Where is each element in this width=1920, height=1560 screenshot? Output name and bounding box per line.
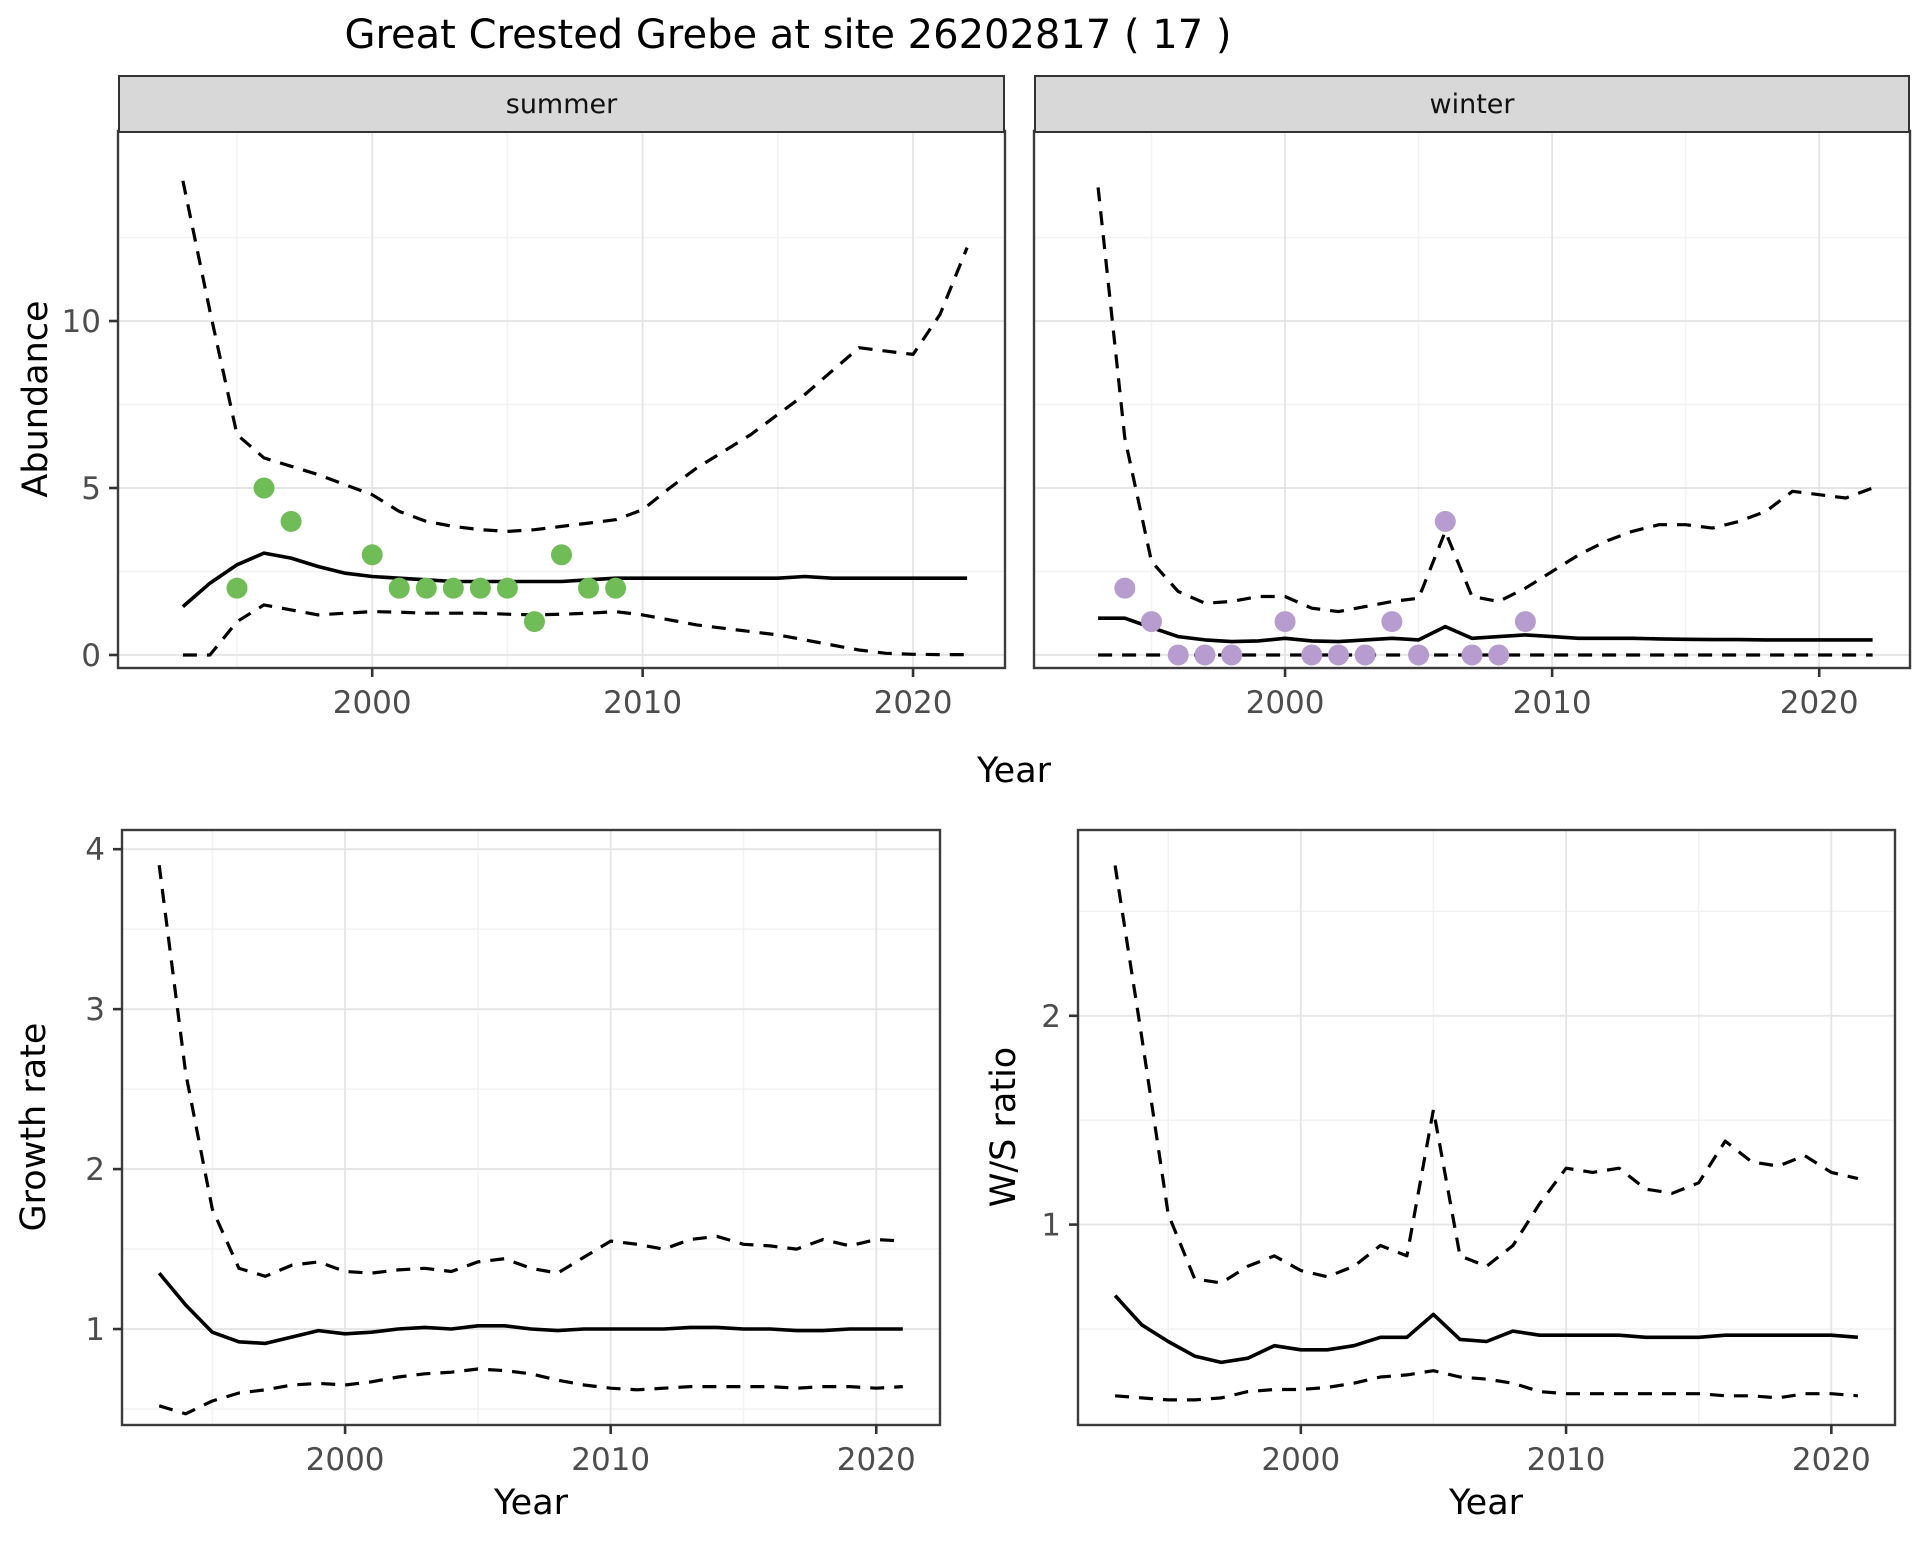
facet-strip-summer: summer	[118, 75, 1005, 133]
x-axis-title-year-bottom-right: Year	[1448, 1483, 1524, 1523]
x-axis-title-year-bottom-left: Year	[493, 1483, 569, 1523]
data-point-winter-observations	[1194, 644, 1216, 666]
data-point-winter-observations	[1301, 644, 1323, 666]
panel-ws_ratio: 2000 2010 2020 1 2	[1041, 828, 1897, 1478]
x-tick-label: 2000	[333, 685, 412, 721]
data-point-winter-observations	[1514, 611, 1536, 633]
x-tick-label: 2020	[837, 1442, 916, 1478]
y-tick-label: 10	[62, 304, 101, 340]
y-axis-title-abundance: Abundance	[16, 300, 56, 498]
y-tick-label: 5	[81, 471, 101, 507]
data-point-summer-observations	[496, 577, 518, 599]
panel-border	[120, 828, 942, 1427]
x-tick-label: 2000	[1261, 1442, 1340, 1478]
x-tick-label: 2010	[571, 1442, 650, 1478]
x-tick-label: 2010	[1527, 1442, 1606, 1478]
data-point-summer-observations	[605, 577, 627, 599]
series-line-median	[157, 1271, 903, 1346]
facet-strip-winter: winter	[1034, 75, 1910, 133]
series-line-upper_ci	[157, 864, 903, 1278]
data-point-summer-observations	[280, 510, 302, 532]
data-point-winter-observations	[1327, 644, 1349, 666]
series-line-upper_ci	[181, 180, 969, 534]
data-point-winter-observations	[1434, 510, 1456, 532]
panel-background	[1034, 131, 1910, 668]
panel-background	[118, 131, 1005, 668]
data-point-winter-observations	[1274, 611, 1296, 633]
panel-abundance_summer: 2000 2010 2020 0 5 10	[62, 129, 1007, 721]
y-tick-label: 1	[1041, 1208, 1061, 1244]
panel-growth_rate: 2000 2010 2020 1 2 3 4	[85, 828, 942, 1478]
data-point-winter-observations	[1408, 644, 1430, 666]
x-tick-label: 2020	[1792, 1442, 1871, 1478]
y-tick-label: 1	[85, 1312, 105, 1348]
data-point-summer-observations	[523, 611, 545, 633]
facet-strip-winter-label: winter	[1429, 88, 1515, 120]
panel-border	[1076, 828, 1897, 1427]
data-point-winter-observations	[1354, 644, 1376, 666]
data-point-summer-observations	[578, 577, 600, 599]
data-point-summer-observations	[361, 544, 383, 566]
data-point-summer-observations	[253, 477, 275, 499]
series-line-median	[1098, 616, 1873, 644]
series-line-lower_ci	[182, 603, 968, 657]
data-point-winter-observations	[1167, 644, 1189, 666]
x-axis-title-year-top: Year	[976, 751, 1052, 791]
y-axis-title-ws-ratio: W/S ratio	[984, 1046, 1024, 1208]
x-tick-label: 2010	[603, 685, 682, 721]
data-point-winter-observations	[1141, 611, 1163, 633]
series-line-median	[181, 551, 968, 608]
data-point-summer-observations	[226, 577, 248, 599]
y-tick-label: 4	[85, 832, 105, 868]
data-point-summer-observations	[469, 577, 491, 599]
data-point-winter-observations	[1381, 611, 1403, 633]
data-point-winter-observations	[1461, 644, 1483, 666]
x-tick-label: 2000	[1246, 685, 1325, 721]
y-axis-title-growth-rate: Growth rate	[14, 1022, 54, 1232]
data-point-summer-observations	[388, 577, 410, 599]
panel-background	[122, 830, 940, 1425]
data-point-winter-observations	[1488, 644, 1510, 666]
series-line-lower_ci	[1114, 1369, 1859, 1402]
series-line-upper_ci	[1096, 187, 1874, 614]
series-line-median	[1113, 1294, 1859, 1365]
x-tick-label: 2000	[306, 1442, 385, 1478]
data-point-summer-observations	[551, 544, 572, 566]
y-tick-label: 0	[81, 638, 101, 674]
data-point-winter-observations	[1114, 577, 1136, 599]
panel-abundance_winter: 2000 2010 2020	[1032, 129, 1912, 721]
x-tick-label: 2010	[1513, 685, 1592, 721]
x-tick-label: 2020	[874, 685, 953, 721]
y-tick-label: 2	[85, 1152, 105, 1188]
x-tick-label: 2020	[1780, 685, 1859, 721]
y-tick-label: 3	[85, 992, 105, 1028]
facet-strip-summer-label: summer	[505, 88, 618, 120]
series-line-lower_ci	[158, 1367, 903, 1416]
data-point-winter-observations	[1221, 644, 1243, 666]
data-point-summer-observations	[442, 577, 464, 599]
chart-title: Great Crested Grebe at site 26202817 ( 1…	[344, 12, 1232, 58]
panel-background	[1078, 830, 1895, 1425]
y-tick-label: 2	[1041, 999, 1061, 1035]
data-point-summer-observations	[415, 577, 437, 599]
